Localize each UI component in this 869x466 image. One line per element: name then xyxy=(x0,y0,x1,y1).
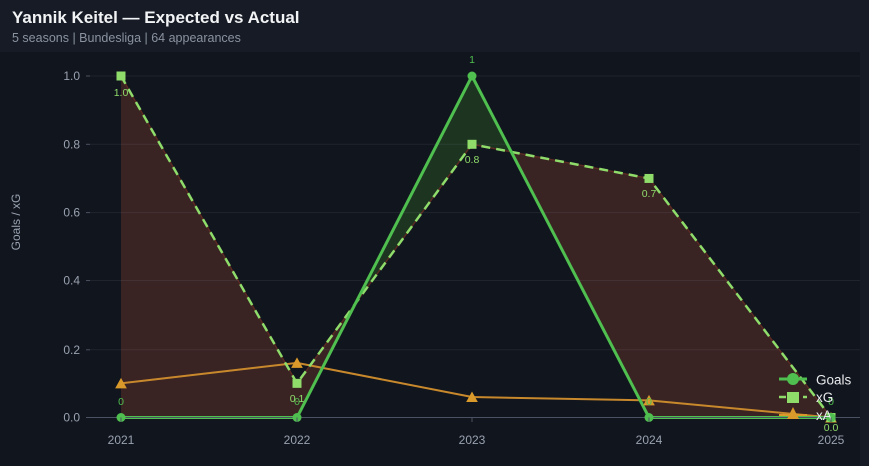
svg-text:2023: 2023 xyxy=(459,433,486,447)
svg-text:2024: 2024 xyxy=(636,433,663,447)
svg-text:0.8: 0.8 xyxy=(63,137,80,151)
svg-text:2022: 2022 xyxy=(284,433,311,447)
svg-text:0.6: 0.6 xyxy=(63,206,80,220)
svg-text:Goals: Goals xyxy=(816,373,852,388)
svg-text:2025: 2025 xyxy=(818,433,845,447)
svg-text:0: 0 xyxy=(118,396,124,408)
svg-text:1: 1 xyxy=(469,54,475,66)
svg-text:1.0: 1.0 xyxy=(114,87,129,99)
svg-text:0.4: 0.4 xyxy=(63,274,80,288)
svg-text:2021: 2021 xyxy=(108,433,135,447)
svg-text:0.1: 0.1 xyxy=(290,393,305,405)
svg-text:1.0: 1.0 xyxy=(63,69,80,83)
svg-text:0.7: 0.7 xyxy=(642,188,657,200)
svg-text:Goals / xG: Goals / xG xyxy=(9,194,23,251)
svg-text:xA: xA xyxy=(816,408,832,423)
svg-text:0.8: 0.8 xyxy=(465,154,480,166)
svg-text:0.0: 0.0 xyxy=(63,411,80,425)
svg-text:xG: xG xyxy=(816,390,833,405)
svg-text:0.2: 0.2 xyxy=(63,343,80,357)
svg-text:0: 0 xyxy=(646,396,652,408)
